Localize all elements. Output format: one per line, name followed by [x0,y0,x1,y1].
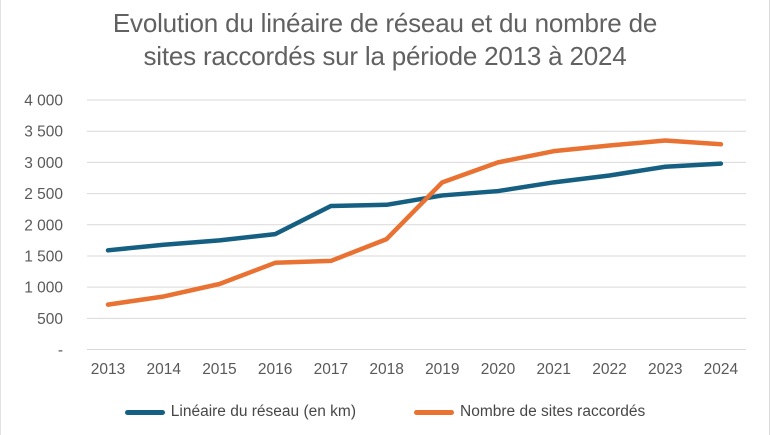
x-axis-label-2014: 2014 [146,361,181,378]
y-axis-label-500: 500 [37,311,63,328]
legend-swatch-lineaire-icon [124,409,165,415]
y-axis-label-1000: 1 000 [24,280,63,297]
x-axis-label-2018: 2018 [369,361,403,378]
legend-item-lineaire[interactable]: Linéaire du réseau (en km) [124,403,357,421]
x-axis-label-2023: 2023 [648,361,682,378]
x-axis-label-2022: 2022 [592,361,626,378]
legend-swatch-sites-icon [414,409,455,415]
x-axis-label-2021: 2021 [537,361,571,378]
y-axis-label-0: - [58,342,63,359]
chart-title-line1: Evolution du linéaire de réseau et du no… [112,8,658,38]
x-axis-label-2016: 2016 [258,361,292,378]
chart-title: Evolution du linéaire de réseau et du no… [1,0,769,73]
legend-item-sites[interactable]: Nombre de sites raccordés [414,403,645,421]
legend-label-sites: Nombre de sites raccordés [460,403,646,420]
x-axis-label-2017: 2017 [314,361,348,378]
x-axis-label-2020: 2020 [481,361,516,378]
y-axis-label-2000: 2 000 [24,217,63,234]
x-axis-label-2015: 2015 [202,361,236,378]
y-axis-label-3500: 3 500 [24,124,63,141]
x-axis-label-2019: 2019 [425,361,459,378]
x-axis-label-2024: 2024 [704,361,739,378]
y-axis-label-1500: 1 500 [24,248,63,265]
plot-area[interactable]: - 500 1 000 1 500 2 000 2 500 3 000 3 500 4 000 2… [1,84,770,394]
y-axis-label-4000: 4 000 [24,93,63,110]
series-line-lineaire[interactable] [105,161,724,253]
x-axis-label-2013: 2013 [91,361,125,378]
legend-label-lineaire: Linéaire du réseau (en km) [170,403,357,420]
legend: Linéaire du réseau (en km) Nombre de sit… [1,403,769,421]
chart-title-line2: sites raccordés sur la période 2013 à 20… [143,41,627,71]
series-line-sites[interactable] [105,138,724,307]
y-axis-label-2500: 2 500 [24,186,63,203]
y-axis-label-3000: 3 000 [24,155,63,172]
